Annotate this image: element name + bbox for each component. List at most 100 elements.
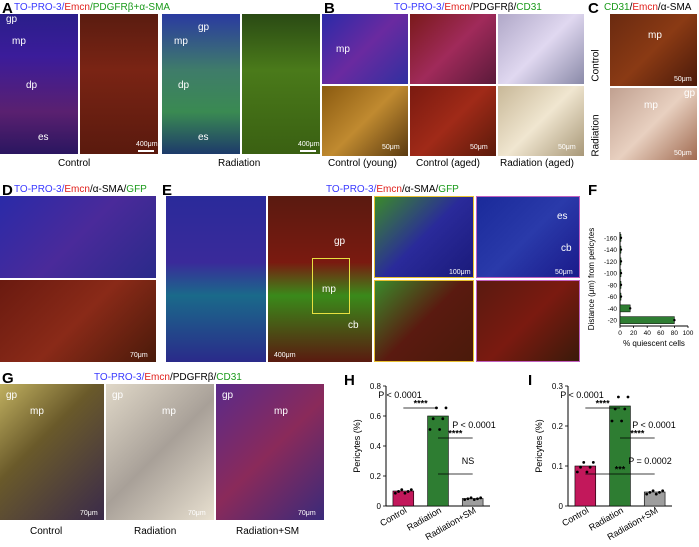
micrograph-control-merge: gp mp dp es	[0, 14, 78, 154]
data-point	[397, 490, 400, 493]
data-point	[645, 492, 649, 496]
label-es: es	[38, 132, 49, 143]
scale-label: 400μm	[298, 141, 320, 148]
micrograph-g-control: gp mp 70μm	[0, 384, 104, 520]
label-mp: mp	[648, 30, 662, 41]
data-point	[463, 498, 467, 502]
data-point	[610, 419, 614, 423]
micrograph-d-top	[0, 196, 156, 278]
data-point	[431, 417, 435, 421]
tick-label-y: -40	[608, 306, 618, 313]
bar	[619, 304, 631, 313]
data-point	[619, 283, 623, 287]
caption-control-aged: Control (aged)	[416, 158, 480, 169]
title-token: Emcn	[144, 372, 170, 383]
label-dp: dp	[178, 80, 190, 91]
x-axis-label: % quiescent cells	[623, 339, 685, 348]
label-cb: cb	[561, 243, 572, 254]
scale-label: 70μm	[298, 510, 316, 517]
significance-stars: ***	[615, 465, 626, 475]
tick-label-y: -20	[608, 318, 618, 325]
scale-bar	[300, 150, 316, 152]
title-token: CD31	[216, 372, 242, 383]
data-point	[648, 491, 652, 494]
micrograph-b-young-top: mp	[322, 14, 408, 84]
micrograph-g-rad-sm: gp mp 70μm	[216, 384, 324, 520]
data-point	[585, 470, 589, 474]
panel-label-b: B	[324, 0, 335, 17]
data-point	[441, 417, 445, 421]
data-point	[479, 496, 483, 500]
panel-label-e: E	[162, 182, 173, 199]
caption-control-young: Control (young)	[328, 158, 397, 169]
chart-f: -160 -140 -120 -100 -80 -60 -40 -200 20 40 60 80 100…	[587, 228, 694, 348]
tick-label-y: -160	[604, 235, 617, 242]
data-point	[661, 489, 665, 493]
micrograph-e-zoom4	[476, 280, 580, 362]
bar	[392, 490, 415, 507]
significance-stars: ****	[448, 429, 463, 439]
data-point	[476, 497, 479, 501]
panel-label-a: A	[2, 0, 13, 17]
y-axis-label: Pericytes (%)	[352, 419, 362, 473]
data-point	[673, 318, 676, 322]
title-token: TO-PRO-3/	[94, 372, 145, 383]
label-gp: gp	[222, 390, 234, 401]
micrograph-c-control: mp 50μm	[610, 14, 697, 86]
label-es: es	[198, 132, 209, 143]
scale-label: 50μm	[674, 76, 692, 83]
label-gp: gp	[684, 88, 696, 99]
data-point	[619, 295, 623, 298]
data-point	[409, 488, 413, 492]
data-point	[582, 461, 586, 464]
p-value-label: NS	[462, 456, 475, 466]
zoom-box	[312, 258, 350, 314]
data-point	[469, 496, 473, 500]
p-value-label: P < 0.0001	[378, 390, 422, 400]
title-token: /α-SMA/	[401, 184, 439, 195]
caption-radiation-aged: Radiation (aged)	[500, 158, 574, 169]
tick-label-y: -100	[604, 271, 617, 278]
data-point	[658, 491, 661, 494]
label-gp: gp	[334, 236, 346, 247]
p-value-label: P = 0.0002	[628, 456, 672, 466]
label-mp: mp	[274, 406, 288, 417]
title-token: Emcn	[64, 184, 90, 195]
data-point	[575, 470, 579, 474]
panel-b-title: TO-PRO-3/Emcn/PDGFRβ/CD31	[394, 2, 542, 13]
tick-label-y: 0.4	[370, 442, 382, 451]
data-point	[619, 271, 623, 275]
tick-label-x: 80	[671, 330, 679, 337]
scale-label: 50μm	[558, 144, 576, 151]
title-token: TO-PRO-3/	[14, 184, 65, 195]
tick-label-x: 60	[657, 330, 665, 337]
tick-label-x: 100	[683, 330, 694, 337]
label-mp: mp	[644, 100, 658, 111]
title-token: /PDGFRβ/	[169, 372, 217, 383]
scale-label: 50μm	[382, 144, 400, 151]
label-mp: mp	[336, 44, 350, 55]
data-point	[620, 419, 623, 423]
panel-label-g: G	[2, 370, 14, 387]
caption-control: Control	[30, 526, 63, 537]
micrograph-g-radiation: gp mp 70μm	[106, 384, 214, 520]
micrograph-control-emcn: 400μm	[80, 14, 158, 154]
title-token: Emcn	[376, 184, 402, 195]
label-mp: mp	[30, 406, 44, 417]
title-token: GFP	[126, 184, 147, 195]
tick-label-y: -120	[604, 259, 617, 266]
data-point	[626, 395, 630, 399]
micrograph-b-rad-bottom: 50μm	[498, 86, 584, 156]
scale-label: 70μm	[188, 510, 206, 517]
title-token: /α-SMA/	[89, 184, 127, 195]
title-token: /α-SMA	[657, 2, 692, 13]
scale-label: 400μm	[136, 141, 158, 148]
label-gp: gp	[198, 22, 210, 33]
label-gp: gp	[6, 14, 18, 25]
label-gp: gp	[6, 390, 18, 401]
tick-label-x: 20	[630, 330, 638, 337]
data-point	[619, 236, 623, 240]
p-value-label: P < 0.0001	[452, 420, 496, 430]
